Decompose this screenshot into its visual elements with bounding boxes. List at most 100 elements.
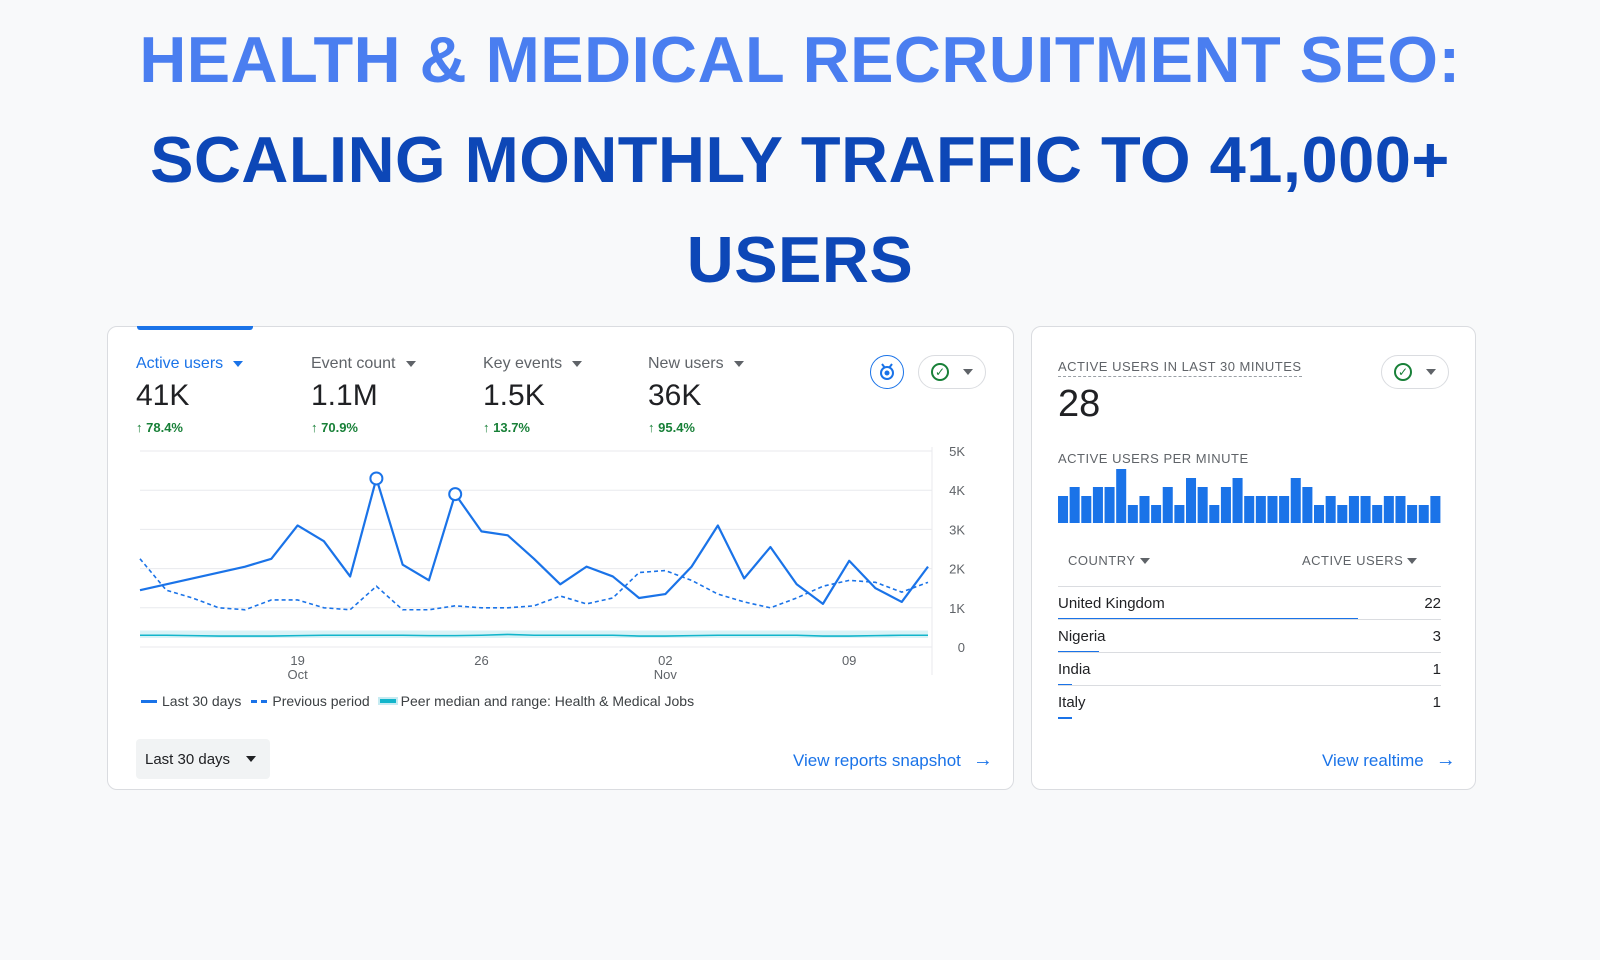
chevron-down-icon: [733, 361, 744, 367]
realtime-title: ACTIVE USERS IN LAST 30 MINUTES: [1058, 359, 1302, 377]
column-label: ACTIVE USERS: [1302, 553, 1404, 568]
data-point-marker: [369, 471, 384, 486]
link-label: View reports snapshot: [793, 750, 961, 770]
date-range-button[interactable]: Last 30 days: [136, 739, 270, 779]
minute-bar: [1302, 487, 1313, 523]
chevron-down-icon: [1426, 369, 1436, 375]
legend-swatch: [379, 699, 396, 703]
metric-label: Key events: [483, 355, 563, 372]
minute-bar: [1255, 496, 1266, 523]
user-count: 22: [1424, 595, 1441, 612]
table-row: Nigeria 3: [1058, 619, 1441, 653]
metric-key-events[interactable]: Key events 1.5K ↑ 13.7%: [483, 355, 583, 435]
minute-bar: [1069, 487, 1080, 523]
peer-median-line: [140, 633, 928, 637]
minute-bar: [1116, 469, 1127, 523]
legend-last-30-days: Last 30 days: [141, 693, 241, 709]
minute-bar: [1314, 505, 1325, 523]
metric-value: 36K: [648, 379, 702, 412]
check-circle-icon: ✓: [931, 363, 949, 381]
minute-bar: [1395, 496, 1406, 523]
user-count: 1: [1432, 694, 1441, 711]
column-header-active-users[interactable]: ACTIVE USERS: [1302, 553, 1418, 568]
view-reports-snapshot-link[interactable]: View reports snapshot →: [793, 749, 993, 772]
legend-peer-median: Peer median and range: Health & Medical …: [379, 693, 694, 709]
y-tick-label: 3K: [949, 522, 965, 537]
minute-bar: [1081, 496, 1092, 523]
country-name: United Kingdom: [1058, 595, 1165, 612]
minute-bar: [1325, 496, 1336, 523]
x-tick-month: Oct: [287, 667, 308, 682]
minute-bar: [1337, 505, 1348, 523]
peer-range-band: [140, 630, 928, 638]
insights-badge-button[interactable]: [870, 355, 904, 389]
metric-change: ↑ 95.4%: [648, 420, 695, 435]
headline-line-3: USERS: [686, 223, 914, 296]
data-quality-menu[interactable]: ✓: [918, 355, 986, 389]
arrow-up-icon: ↑: [648, 420, 655, 435]
headline-line-2: SCALING MONTHLY TRAFFIC TO 41,000+: [150, 123, 1450, 196]
check-circle-icon: ✓: [1394, 363, 1412, 381]
minute-bar: [1267, 496, 1278, 523]
metric-label: Active users: [136, 355, 224, 372]
share-bar: [1058, 717, 1072, 719]
metric-label: New users: [648, 355, 724, 372]
country-name: Nigeria: [1058, 628, 1106, 645]
minute-bar: [1383, 496, 1394, 523]
minute-bar: [1127, 505, 1138, 523]
metric-active-users[interactable]: Active users 41K ↑ 78.4%: [136, 355, 244, 435]
legend-previous-period: Previous period: [251, 693, 370, 709]
minute-bar: [1372, 505, 1383, 523]
view-realtime-link[interactable]: View realtime →: [1322, 749, 1456, 772]
minute-bar: [1279, 496, 1290, 523]
country-name: India: [1058, 661, 1091, 678]
metric-change: ↑ 70.9%: [311, 420, 358, 435]
arrow-up-icon: ↑: [483, 420, 490, 435]
chart-legend: Last 30 days Previous period Peer median…: [141, 693, 704, 709]
metric-value: 41K: [136, 379, 190, 412]
table-row: Italy 1: [1058, 685, 1441, 719]
legend-label: Last 30 days: [162, 693, 242, 709]
chevron-down-icon: [1407, 557, 1418, 564]
metric-new-users[interactable]: New users 36K ↑ 95.4%: [648, 355, 744, 435]
minute-bar: [1244, 496, 1255, 523]
arrow-up-icon: ↑: [311, 420, 318, 435]
minute-bar: [1197, 487, 1208, 523]
chevron-down-icon: [572, 361, 583, 367]
metric-value: 1.5K: [483, 379, 545, 412]
minute-bar: [1407, 505, 1418, 523]
x-tick-label: 19: [290, 653, 304, 668]
minute-bar: [1360, 496, 1371, 523]
minute-bar: [1418, 505, 1429, 523]
minute-bar: [1104, 487, 1115, 523]
table-row: India 1: [1058, 652, 1441, 686]
minute-bar: [1290, 478, 1301, 523]
date-range-label: Last 30 days: [145, 750, 231, 768]
arrow-up-icon: ↑: [136, 420, 143, 435]
column-header-country[interactable]: COUNTRY: [1068, 553, 1150, 568]
metric-event-count[interactable]: Event count 1.1M ↑ 70.9%: [311, 355, 416, 435]
legend-swatch: [141, 699, 157, 703]
x-tick-month: Nov: [654, 667, 678, 682]
minute-bar: [1186, 478, 1197, 523]
column-label: COUNTRY: [1068, 553, 1136, 568]
legend-swatch: [251, 699, 268, 703]
user-count: 1: [1432, 661, 1441, 678]
metric-change: ↑ 13.7%: [483, 420, 530, 435]
chevron-down-icon: [405, 361, 416, 367]
minute-bar: [1151, 505, 1162, 523]
previous-period-line: [139, 558, 929, 611]
minute-bar: [1232, 478, 1243, 523]
minute-bar: [1092, 487, 1103, 523]
y-tick-label: 2K: [949, 562, 965, 577]
per-minute-label: ACTIVE USERS PER MINUTE: [1058, 451, 1249, 466]
arrow-right-icon: →: [972, 749, 993, 771]
x-tick-label: 26: [474, 653, 488, 668]
minute-bar: [1348, 496, 1359, 523]
insights-badge-icon: [880, 363, 894, 380]
headline-line-1: HEALTH & MEDICAL RECRUITMENT SEO:: [139, 23, 1461, 96]
realtime-data-quality-menu[interactable]: ✓: [1381, 355, 1449, 389]
realtime-count: 28: [1058, 383, 1101, 425]
y-tick-label: 0: [958, 640, 965, 655]
